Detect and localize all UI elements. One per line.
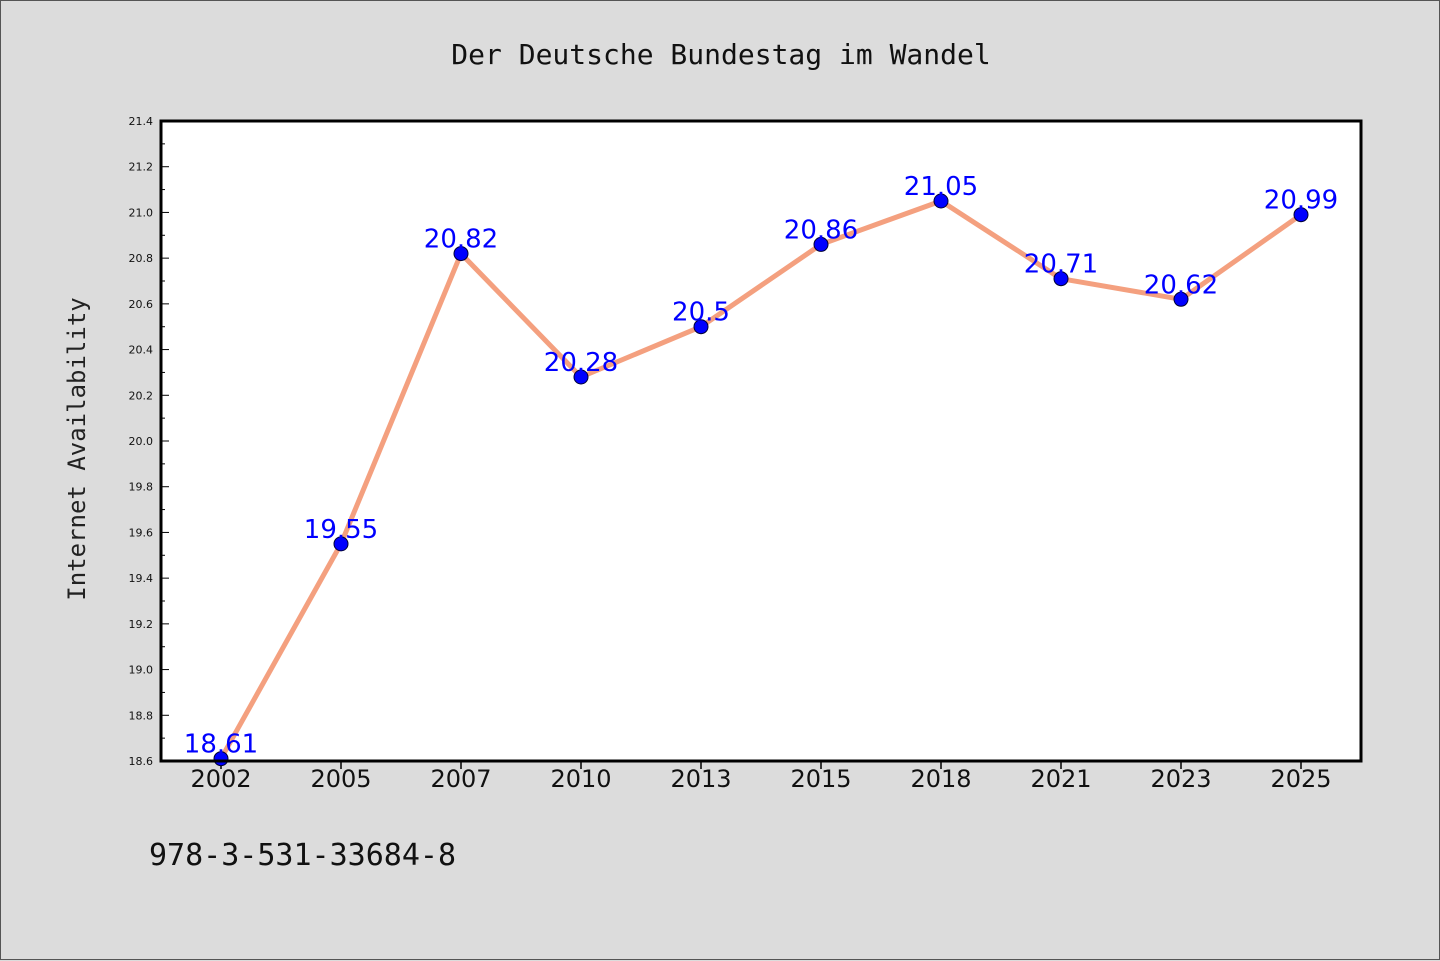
chart-title: Der Deutsche Bundestag im Wandel bbox=[451, 38, 990, 71]
plot-border bbox=[159, 119, 1363, 763]
y-tick-label: 19.0 bbox=[129, 664, 154, 677]
y-tick-label: 19.4 bbox=[129, 572, 154, 585]
data-point bbox=[453, 246, 469, 262]
y-tick-label: 20.4 bbox=[129, 344, 154, 357]
data-label: 20.71 bbox=[1024, 250, 1098, 280]
data-point bbox=[813, 236, 829, 252]
x-tick-label: 2018 bbox=[910, 765, 971, 793]
data-label: 19.55 bbox=[304, 515, 378, 545]
x-tick-label: 2013 bbox=[670, 765, 731, 793]
x-tick-label: 2005 bbox=[310, 765, 371, 793]
y-tick-label: 21.4 bbox=[129, 115, 154, 128]
data-label: 20.62 bbox=[1144, 270, 1218, 300]
isbn-text: 978-3-531-33684-8 bbox=[149, 838, 456, 873]
data-label: 18.61 bbox=[184, 730, 258, 760]
data-point bbox=[1173, 291, 1189, 307]
x-tick-label: 2025 bbox=[1270, 765, 1331, 793]
y-axis-label: Internet Availability bbox=[63, 297, 91, 600]
data-label: 20.82 bbox=[424, 225, 498, 255]
y-axis-ticks: 18.6 18.8 19.0 19.2 19.4 19.6 19.8 20.0 20.2 20.4… bbox=[129, 115, 169, 768]
series-line bbox=[218, 198, 1303, 760]
x-tick-label: 2002 bbox=[190, 765, 251, 793]
data-points bbox=[213, 193, 1309, 767]
y-tick-label: 18.8 bbox=[129, 709, 154, 722]
data-label: 20.86 bbox=[784, 215, 858, 245]
data-label: 21.05 bbox=[904, 172, 978, 202]
data-label: 20.99 bbox=[1264, 186, 1338, 216]
x-tick-label: 2010 bbox=[550, 765, 611, 793]
data-point bbox=[1053, 271, 1069, 287]
y-tick-label: 20.2 bbox=[129, 389, 154, 402]
y-tick-label: 19.2 bbox=[129, 618, 154, 631]
x-tick-label: 2007 bbox=[430, 765, 491, 793]
x-tick-label: 2015 bbox=[790, 765, 851, 793]
y-tick-label: 19.8 bbox=[129, 481, 154, 494]
data-point bbox=[573, 369, 589, 385]
x-tick-label: 2023 bbox=[1150, 765, 1211, 793]
y-tick-label: 21.2 bbox=[129, 161, 154, 174]
plot-area bbox=[161, 121, 1361, 761]
data-point bbox=[933, 193, 949, 209]
data-point bbox=[693, 319, 709, 335]
data-point bbox=[333, 536, 349, 552]
y-tick-label: 20.6 bbox=[129, 298, 154, 311]
series-line-group bbox=[218, 198, 1303, 760]
x-axis-ticks: 2002 2005 2007 2010 2013 2015 2018 2021 2023 2025 bbox=[190, 761, 1332, 793]
y-tick-label: 20.8 bbox=[129, 252, 154, 265]
y-tick-label: 18.6 bbox=[129, 755, 154, 768]
y-tick-label: 20.0 bbox=[129, 435, 154, 448]
data-label: 20.28 bbox=[544, 348, 618, 378]
y-tick-label: 19.6 bbox=[129, 526, 154, 539]
y-tick-label: 21.0 bbox=[129, 206, 154, 219]
data-label: 20.5 bbox=[672, 298, 730, 328]
x-tick-label: 2021 bbox=[1030, 765, 1091, 793]
data-point bbox=[1293, 207, 1309, 223]
data-labels: 18.61 19.55 20.82 20.28 20.5 20.86 21.05 20.71 2… bbox=[184, 172, 1338, 760]
